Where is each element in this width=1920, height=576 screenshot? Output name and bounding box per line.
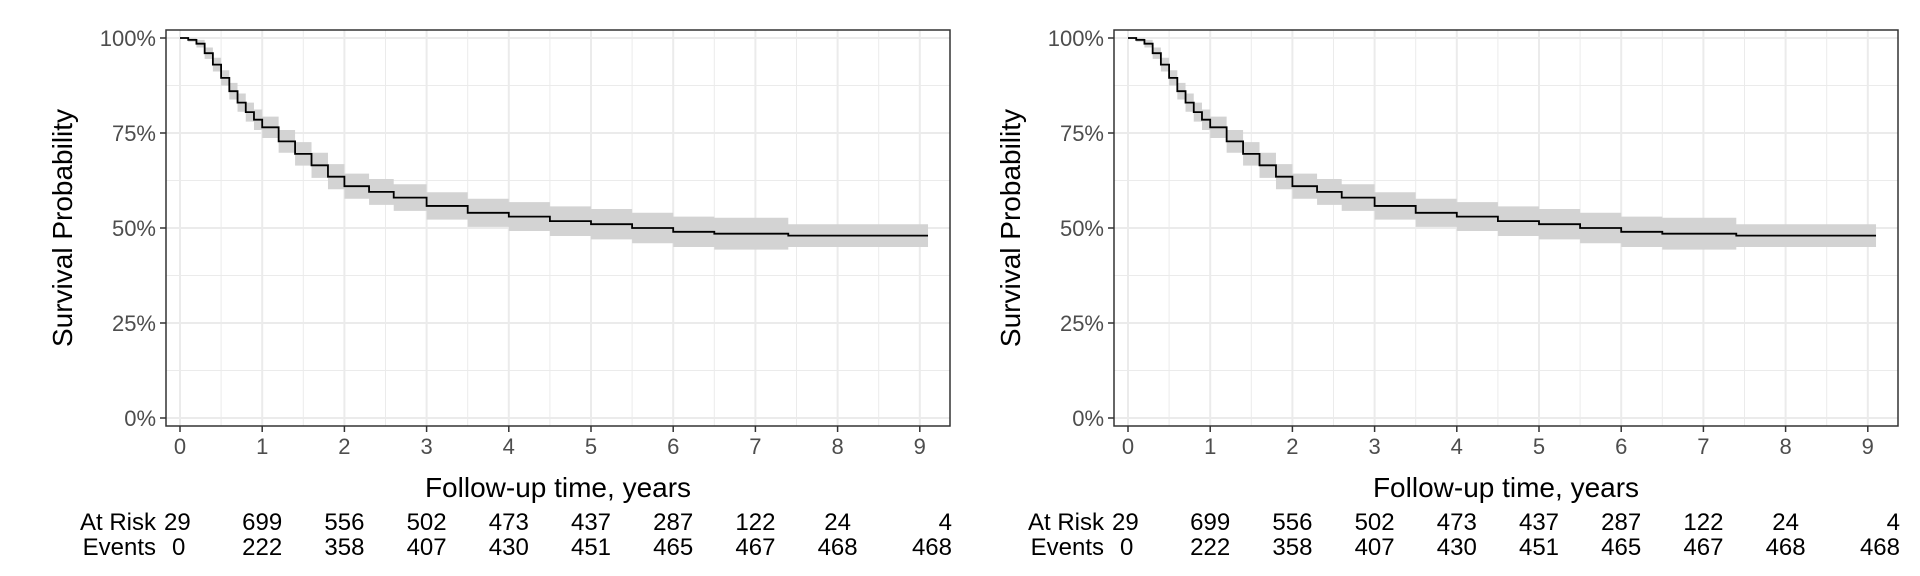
at-risk-value: 4 <box>1887 509 1900 536</box>
confidence-band <box>1128 38 1877 250</box>
at-risk-value: 437 <box>571 509 611 536</box>
survival-chart-2: 0% 25% 50% 75% 100% 0 1 2 3 4 5 6 7 8 9 Follow-up time,… <box>995 26 1900 561</box>
x-tick-label: 3 <box>1368 434 1380 459</box>
events-value: 358 <box>1272 534 1312 561</box>
y-tick-label: 100% <box>1048 26 1104 51</box>
x-tick-label: 1 <box>256 434 268 459</box>
at-risk-value: 699 <box>242 509 282 536</box>
events-value: 467 <box>735 534 775 561</box>
survival-curve <box>180 37 929 237</box>
confidence-band <box>180 38 929 250</box>
y-axis-title: Survival Probability <box>995 109 1026 347</box>
y-tick-label: 0% <box>124 406 156 431</box>
x-tick-label: 2 <box>338 434 350 459</box>
y-tick-label: 75% <box>1060 121 1104 146</box>
events-value: 222 <box>1190 534 1230 561</box>
y-tick-label: 50% <box>1060 216 1104 241</box>
x-tick-label: 3 <box>420 434 432 459</box>
y-tick-label: 25% <box>112 311 156 336</box>
x-tick-label: 6 <box>1615 434 1627 459</box>
x-tick-label: 2 <box>1286 434 1298 459</box>
at-risk-value: 29 <box>164 509 191 536</box>
x-tick-label: 0 <box>174 434 186 459</box>
events-value: 222 <box>242 534 282 561</box>
events-value: 0 <box>1120 534 1133 561</box>
x-tick-label: 6 <box>667 434 679 459</box>
y-tick-label: 25% <box>1060 311 1104 336</box>
survival-curve <box>1128 37 1877 237</box>
x-tick-label: 0 <box>1122 434 1134 459</box>
y-tick-label: 100% <box>100 26 156 51</box>
events-value: 430 <box>1437 534 1477 561</box>
x-tick-label: 5 <box>1533 434 1545 459</box>
x-tick-label: 8 <box>1779 434 1791 459</box>
x-tick-label: 5 <box>585 434 597 459</box>
events-value: 465 <box>1601 534 1641 561</box>
x-tick-label: 9 <box>1862 434 1874 459</box>
survival-chart-1: 0% 25% 50% 75% 100% 0 1 2 3 4 5 6 7 8 9 Follow-up time,… <box>47 26 952 561</box>
y-tick-label: 50% <box>112 216 156 241</box>
at-risk-label: At Risk <box>80 509 157 536</box>
events-value: 430 <box>489 534 529 561</box>
at-risk-value: 473 <box>489 509 529 536</box>
at-risk-value: 699 <box>1190 509 1230 536</box>
x-tick-label: 9 <box>914 434 926 459</box>
x-tick-label: 8 <box>831 434 843 459</box>
x-tick-label: 7 <box>1697 434 1709 459</box>
at-risk-value: 473 <box>1437 509 1477 536</box>
at-risk-value: 122 <box>735 509 775 536</box>
at-risk-value: 287 <box>1601 509 1641 536</box>
events-value: 465 <box>653 534 693 561</box>
events-value: 0 <box>172 534 185 561</box>
at-risk-label: At Risk <box>1028 509 1105 536</box>
at-risk-value: 556 <box>1272 509 1312 536</box>
events-value: 468 <box>912 534 952 561</box>
events-value: 407 <box>1355 534 1395 561</box>
at-risk-value: 556 <box>324 509 364 536</box>
events-value: 468 <box>818 534 858 561</box>
events-label: Events <box>83 534 156 561</box>
at-risk-value: 502 <box>1355 509 1395 536</box>
at-risk-value: 24 <box>1772 509 1799 536</box>
events-value: 468 <box>1860 534 1900 561</box>
x-tick-label: 1 <box>1204 434 1216 459</box>
at-risk-value: 437 <box>1519 509 1559 536</box>
at-risk-value: 122 <box>1683 509 1723 536</box>
at-risk-value: 502 <box>407 509 447 536</box>
y-tick-label: 75% <box>112 121 156 146</box>
x-axis-title: Follow-up time, years <box>1373 472 1639 503</box>
events-value: 451 <box>571 534 611 561</box>
events-value: 407 <box>407 534 447 561</box>
events-value: 467 <box>1683 534 1723 561</box>
x-axis-title: Follow-up time, years <box>425 472 691 503</box>
y-axis-title: Survival Probability <box>47 109 78 347</box>
at-risk-value: 4 <box>939 509 952 536</box>
events-value: 451 <box>1519 534 1559 561</box>
events-label: Events <box>1031 534 1104 561</box>
events-value: 468 <box>1766 534 1806 561</box>
y-tick-label: 0% <box>1072 406 1104 431</box>
at-risk-value: 24 <box>824 509 851 536</box>
x-tick-label: 4 <box>1451 434 1463 459</box>
x-tick-label: 7 <box>749 434 761 459</box>
at-risk-value: 29 <box>1112 509 1139 536</box>
at-risk-value: 287 <box>653 509 693 536</box>
events-value: 358 <box>324 534 364 561</box>
x-tick-label: 4 <box>503 434 515 459</box>
